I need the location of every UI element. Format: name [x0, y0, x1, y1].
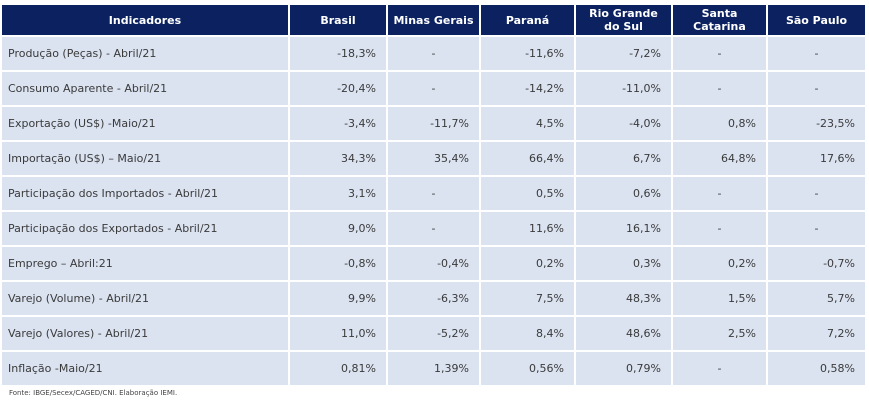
- table-cell: -: [767, 35, 865, 71]
- row-label: Inflação -Maio/21: [2, 350, 290, 385]
- table-cell: 48,3%: [575, 280, 673, 316]
- table-cell: -: [672, 70, 768, 106]
- table-cell: 0,79%: [575, 350, 673, 385]
- table-cell: -: [767, 70, 865, 106]
- table-cell: 16,1%: [575, 210, 673, 246]
- table-cell: -18,3%: [289, 35, 388, 71]
- table-cell: -: [767, 210, 865, 246]
- table-cell: -23,5%: [767, 105, 865, 141]
- row-label: Importação (US$) – Maio/21: [2, 140, 290, 176]
- table-cell: -3,4%: [289, 105, 388, 141]
- table-cell: 0,56%: [480, 350, 576, 385]
- table-row: Varejo (Volume) - Abril/21 9,9% -6,3% 7,5% 4…: [2, 280, 865, 316]
- table-cell: 7,2%: [767, 315, 865, 351]
- table-cell: 0,2%: [480, 245, 576, 281]
- header-rio-grande-do-sul: Rio Grande do Sul: [575, 5, 673, 36]
- table-cell: 0,58%: [767, 350, 865, 385]
- table-row: Produção (Peças) - Abril/21 -18,3% - -11,6%…: [2, 35, 865, 71]
- header-sao-paulo: São Paulo: [767, 5, 865, 36]
- header-row: Indicadores Brasil Minas Gerais Paraná R…: [2, 5, 865, 36]
- table-cell: 64,8%: [672, 140, 768, 176]
- table-cell: -20,4%: [289, 70, 388, 106]
- table-cell: -11,0%: [575, 70, 673, 106]
- table-row: Importação (US$) – Maio/21 34,3% 35,4% 66,4…: [2, 140, 865, 176]
- table-cell: -4,0%: [575, 105, 673, 141]
- header-minas-gerais: Minas Gerais: [387, 5, 481, 36]
- table-cell: -: [387, 175, 481, 211]
- table-cell: 0,3%: [575, 245, 673, 281]
- table-cell: 0,81%: [289, 350, 388, 385]
- header-santa-catarina: Santa Catarina: [672, 5, 768, 36]
- table-cell: -11,7%: [387, 105, 481, 141]
- table-row: Emprego – Abril:21 -0,8% -0,4% 0,2% 0,3% 0,2%…: [2, 245, 865, 281]
- table-cell: 2,5%: [672, 315, 768, 351]
- table-cell: 11,6%: [480, 210, 576, 246]
- table-cell: -6,3%: [387, 280, 481, 316]
- table-cell: -: [672, 175, 768, 211]
- table-cell: -: [767, 175, 865, 211]
- table-cell: 3,1%: [289, 175, 388, 211]
- table-cell: -0,4%: [387, 245, 481, 281]
- table-cell: -: [672, 35, 768, 71]
- table-cell: -: [387, 210, 481, 246]
- row-label: Varejo (Volume) - Abril/21: [2, 280, 290, 316]
- row-label: Varejo (Valores) - Abril/21: [2, 315, 290, 351]
- table-cell: 9,9%: [289, 280, 388, 316]
- indicators-table: Indicadores Brasil Minas Gerais Paraná R…: [2, 5, 865, 385]
- table-cell: 0,2%: [672, 245, 768, 281]
- table-cell: 5,7%: [767, 280, 865, 316]
- row-label: Exportação (US$) -Maio/21: [2, 105, 290, 141]
- table-cell: 35,4%: [387, 140, 481, 176]
- header-brasil: Brasil: [289, 5, 388, 36]
- table-cell: 0,6%: [575, 175, 673, 211]
- table-cell: 66,4%: [480, 140, 576, 176]
- row-label: Participação dos Exportados - Abril/21: [2, 210, 290, 246]
- table-cell: -: [387, 70, 481, 106]
- table-cell: -0,8%: [289, 245, 388, 281]
- table-cell: 0,8%: [672, 105, 768, 141]
- table-cell: 48,6%: [575, 315, 673, 351]
- table-row: Participação dos Importados - Abril/21 3,…: [2, 175, 865, 211]
- table-cell: -7,2%: [575, 35, 673, 71]
- table-cell: -: [387, 35, 481, 71]
- table-cell: -11,6%: [480, 35, 576, 71]
- table-row: Consumo Aparente - Abril/21 -20,4% - -14,2%…: [2, 70, 865, 106]
- header-indicadores: Indicadores: [2, 5, 290, 36]
- table-cell: -0,7%: [767, 245, 865, 281]
- table-row: Inflação -Maio/21 0,81% 1,39% 0,56% 0,79% -0,…: [2, 350, 865, 385]
- table-cell: 1,39%: [387, 350, 481, 385]
- row-label: Emprego – Abril:21: [2, 245, 290, 281]
- table-cell: 1,5%: [672, 280, 768, 316]
- source-note: Fonte: IBGE/Secex/CAGED/CNI. Elaboração …: [9, 389, 178, 397]
- table-cell: -: [672, 350, 768, 385]
- table-cell: 6,7%: [575, 140, 673, 176]
- table-cell: 0,5%: [480, 175, 576, 211]
- table-cell: 17,6%: [767, 140, 865, 176]
- table-cell: 11,0%: [289, 315, 388, 351]
- table-cell: -14,2%: [480, 70, 576, 106]
- table-cell: 7,5%: [480, 280, 576, 316]
- table-cell: -: [672, 210, 768, 246]
- header-parana: Paraná: [480, 5, 576, 36]
- table-row: Exportação (US$) -Maio/21 -3,4% -11,7% 4,5%…: [2, 105, 865, 141]
- row-label: Participação dos Importados - Abril/21: [2, 175, 290, 211]
- table-cell: -5,2%: [387, 315, 481, 351]
- row-label: Produção (Peças) - Abril/21: [2, 35, 290, 71]
- table-row: Varejo (Valores) - Abril/21 11,0% -5,2% 8,4…: [2, 315, 865, 351]
- row-label: Consumo Aparente - Abril/21: [2, 70, 290, 106]
- table-row: Participação dos Exportados - Abril/21 9,…: [2, 210, 865, 246]
- table-cell: 4,5%: [480, 105, 576, 141]
- table-cell: 34,3%: [289, 140, 388, 176]
- table-cell: 8,4%: [480, 315, 576, 351]
- table-cell: 9,0%: [289, 210, 388, 246]
